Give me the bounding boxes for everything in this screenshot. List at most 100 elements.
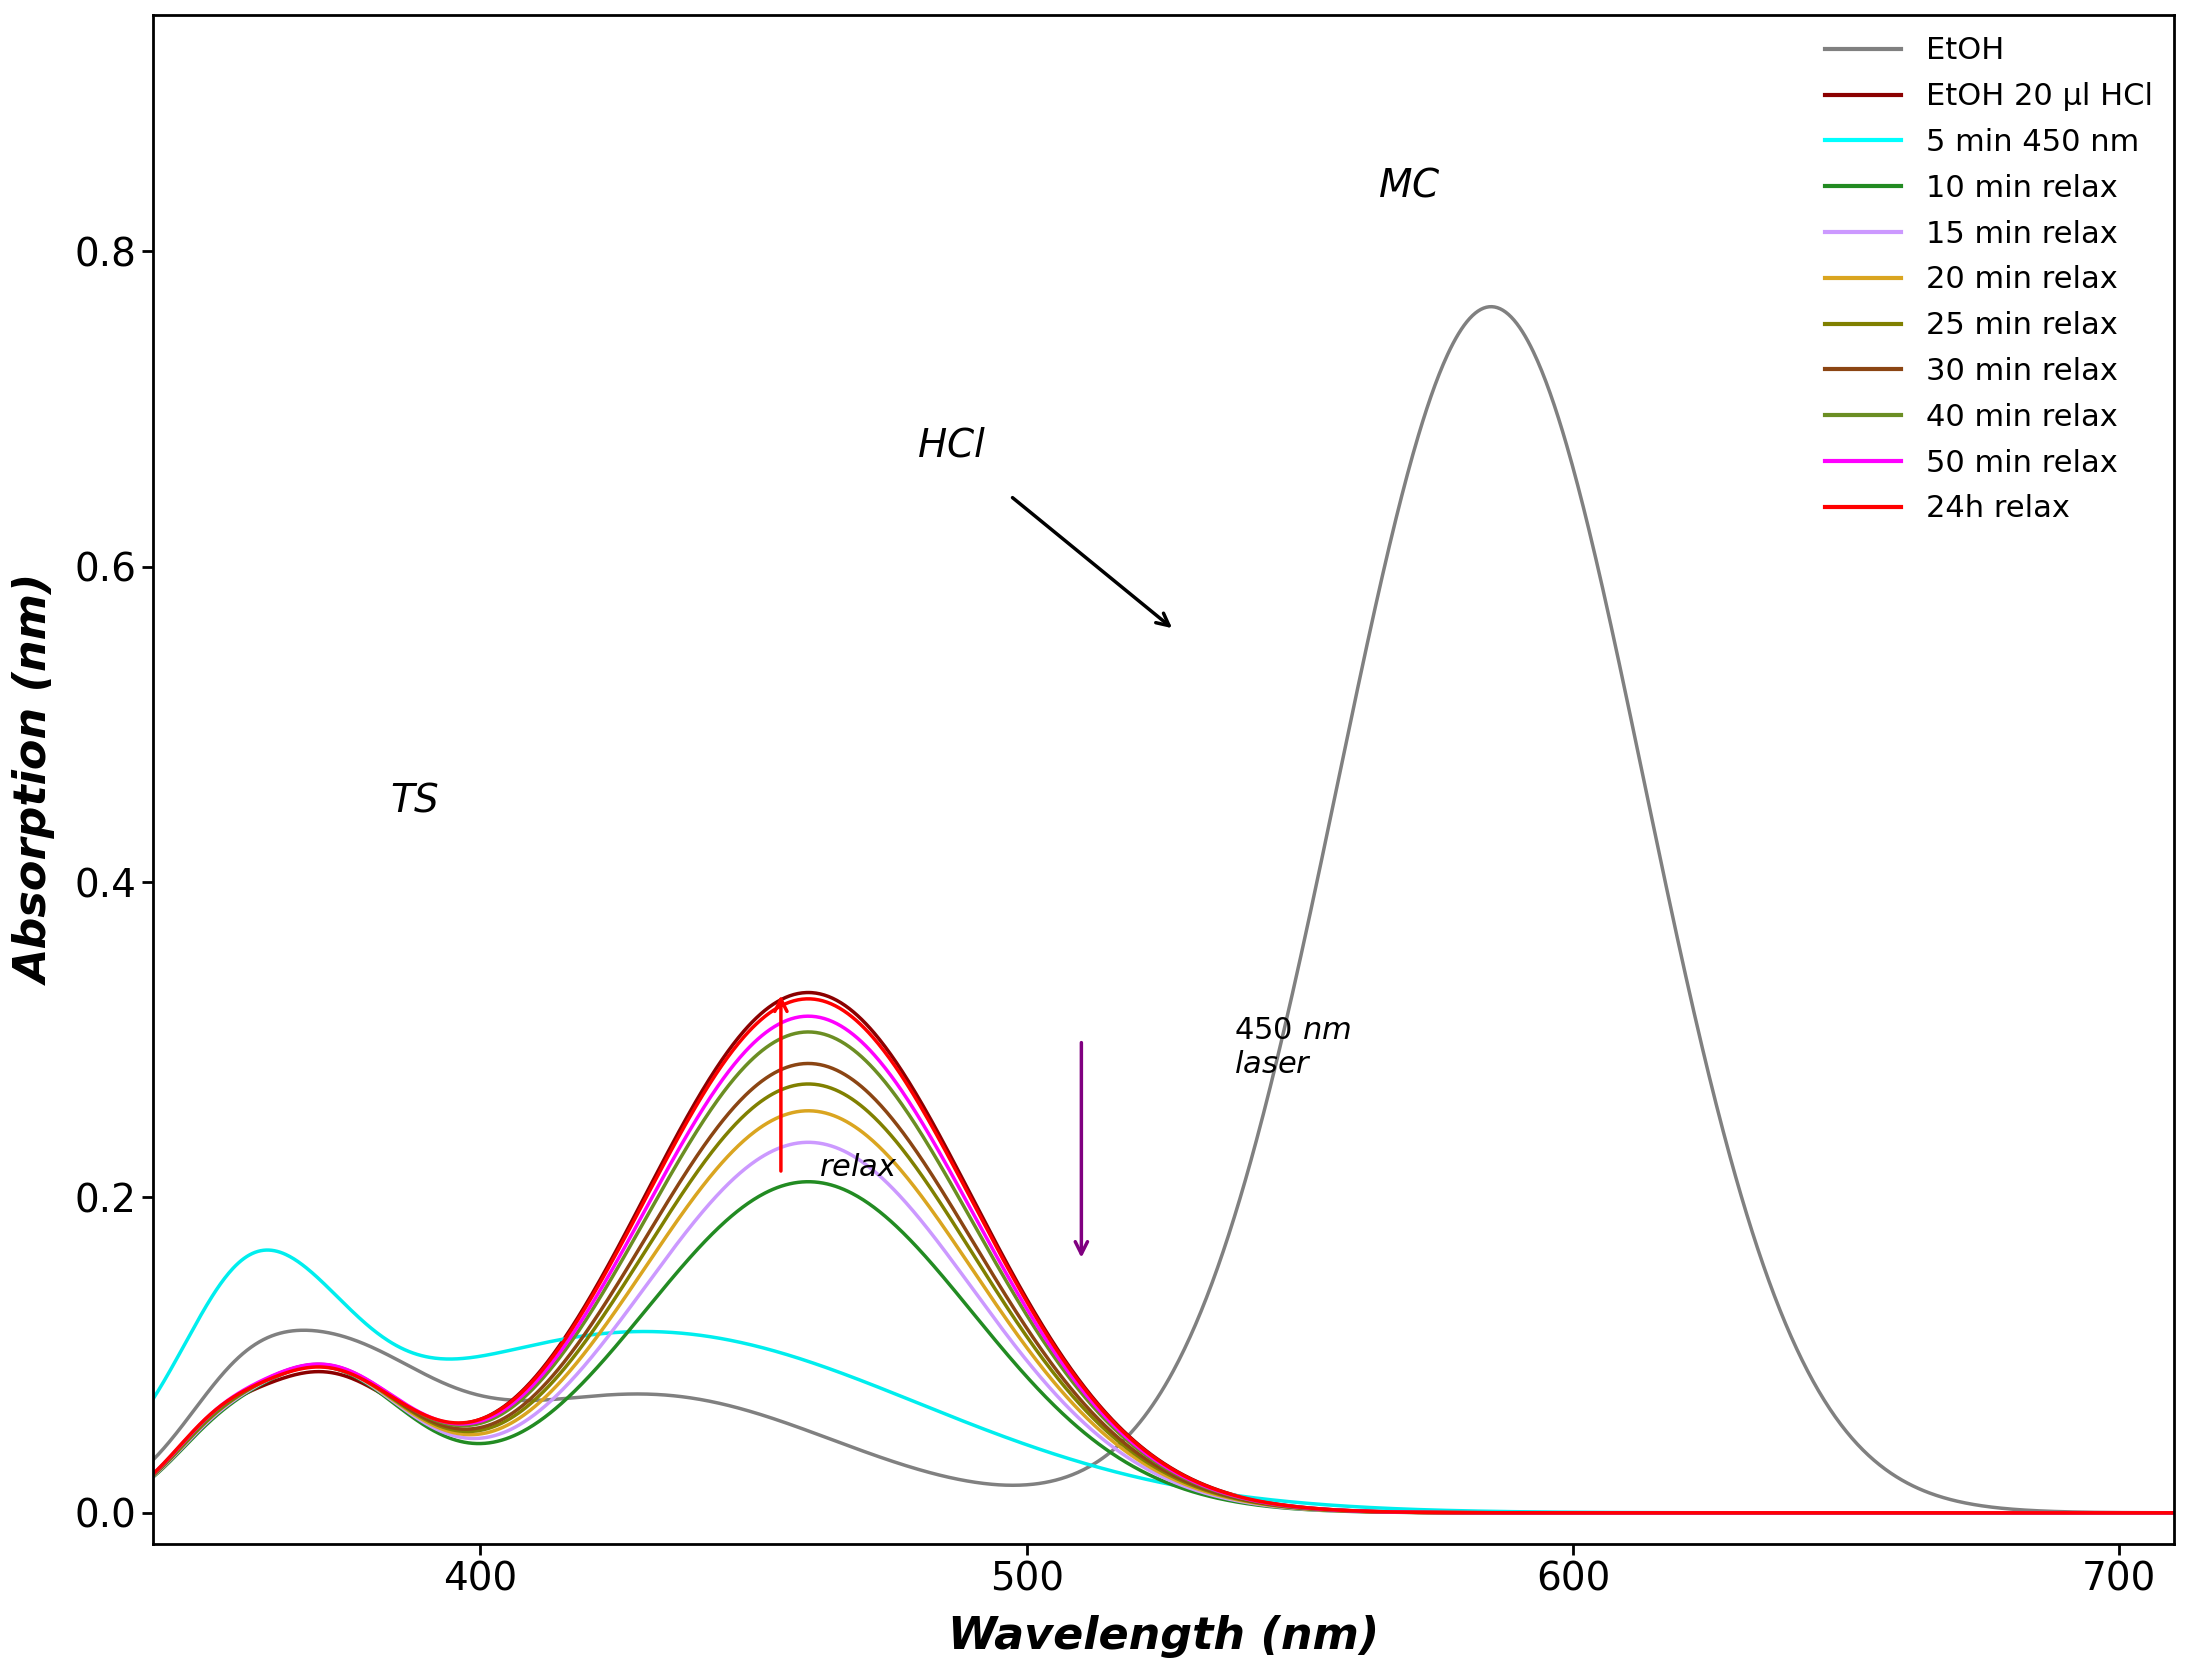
15 min relax <box>1022 1360 1049 1380</box>
5 min 450 nm <box>385 1337 412 1357</box>
Legend: EtOH, EtOH 20 μl HCl, 5 min 450 nm, 10 min relax, 15 min relax, 20 min relax, 25: EtOH, EtOH 20 μl HCl, 5 min 450 nm, 10 m… <box>1812 23 2165 535</box>
24h relax <box>300 1357 326 1377</box>
40 min relax <box>1322 1501 1348 1521</box>
25 min relax <box>300 1355 326 1375</box>
24h relax <box>140 1464 166 1484</box>
15 min relax <box>1064 1407 1090 1427</box>
EtOH 20 μl HCl <box>300 1362 326 1382</box>
5 min 450 nm <box>1022 1437 1049 1457</box>
Line: 5 min 450 nm: 5 min 450 nm <box>153 1250 2189 1512</box>
20 min relax <box>385 1394 412 1414</box>
50 min relax <box>1064 1374 1090 1394</box>
25 min relax <box>1022 1338 1049 1358</box>
10 min relax <box>140 1467 166 1487</box>
Line: 10 min relax: 10 min relax <box>153 1181 2189 1512</box>
40 min relax <box>1101 1419 1127 1439</box>
25 min relax <box>795 1074 821 1094</box>
EtOH <box>1320 791 1346 811</box>
Line: 25 min relax: 25 min relax <box>153 1084 2189 1512</box>
40 min relax <box>1022 1318 1049 1338</box>
Text: $\mathit{450\ nm}$
$\mathit{laser}$: $\mathit{450\ nm}$ $\mathit{laser}$ <box>1235 1016 1351 1079</box>
20 min relax <box>1064 1399 1090 1419</box>
20 min relax <box>1101 1434 1127 1454</box>
30 min relax <box>1101 1425 1127 1445</box>
24h relax <box>1101 1414 1127 1434</box>
10 min relax <box>385 1397 412 1417</box>
EtOH <box>1478 296 1504 316</box>
EtOH <box>300 1320 326 1340</box>
Line: EtOH: EtOH <box>153 306 2189 1512</box>
EtOH 20 μl HCl <box>385 1394 412 1414</box>
40 min relax <box>300 1355 326 1375</box>
15 min relax <box>1101 1439 1127 1459</box>
50 min relax <box>300 1353 326 1374</box>
20 min relax <box>140 1466 166 1486</box>
25 min relax <box>140 1466 166 1486</box>
10 min relax <box>1101 1445 1127 1466</box>
15 min relax <box>385 1395 412 1415</box>
24h relax <box>795 989 821 1009</box>
30 min relax <box>1322 1501 1348 1521</box>
50 min relax <box>795 1005 821 1026</box>
30 min relax <box>1022 1330 1049 1350</box>
EtOH <box>385 1350 412 1370</box>
20 min relax <box>1022 1348 1049 1369</box>
Line: EtOH 20 μl HCl: EtOH 20 μl HCl <box>153 992 2189 1512</box>
Line: 40 min relax: 40 min relax <box>153 1032 2189 1512</box>
40 min relax <box>795 1022 821 1042</box>
10 min relax <box>1322 1501 1348 1521</box>
30 min relax <box>795 1054 821 1074</box>
Text: $\mathit{TS}$: $\mathit{TS}$ <box>390 781 440 820</box>
40 min relax <box>385 1390 412 1410</box>
10 min relax <box>1022 1375 1049 1395</box>
25 min relax <box>1322 1501 1348 1521</box>
30 min relax <box>140 1466 166 1486</box>
10 min relax <box>300 1357 326 1377</box>
5 min 450 nm <box>1064 1450 1090 1471</box>
EtOH 20 μl HCl <box>1064 1369 1090 1389</box>
Line: 15 min relax: 15 min relax <box>153 1143 2189 1512</box>
40 min relax <box>1064 1379 1090 1399</box>
Text: $\mathit{HCl}$: $\mathit{HCl}$ <box>917 427 987 465</box>
15 min relax <box>1322 1501 1348 1521</box>
30 min relax <box>385 1392 412 1412</box>
15 min relax <box>140 1467 166 1487</box>
15 min relax <box>795 1133 821 1153</box>
Line: 20 min relax: 20 min relax <box>153 1111 2189 1512</box>
50 min relax <box>140 1464 166 1484</box>
50 min relax <box>1322 1501 1348 1521</box>
25 min relax <box>1064 1392 1090 1412</box>
10 min relax <box>1064 1417 1090 1437</box>
30 min relax <box>1064 1387 1090 1407</box>
20 min relax <box>300 1355 326 1375</box>
25 min relax <box>1101 1429 1127 1449</box>
30 min relax <box>300 1355 326 1375</box>
Line: 50 min relax: 50 min relax <box>153 1016 2189 1512</box>
10 min relax <box>795 1171 821 1191</box>
5 min 450 nm <box>302 1265 328 1285</box>
EtOH 20 μl HCl <box>1101 1412 1127 1432</box>
5 min 450 nm <box>1322 1496 1348 1516</box>
EtOH 20 μl HCl <box>795 982 821 1002</box>
5 min 450 nm <box>1101 1462 1127 1482</box>
Y-axis label: Absorption (nm): Absorption (nm) <box>15 574 57 985</box>
EtOH 20 μl HCl <box>140 1466 166 1486</box>
5 min 450 nm <box>254 1240 280 1260</box>
24h relax <box>385 1390 412 1410</box>
EtOH <box>1064 1462 1090 1482</box>
5 min 450 nm <box>140 1390 166 1410</box>
25 min relax <box>385 1392 412 1412</box>
50 min relax <box>385 1389 412 1409</box>
X-axis label: Wavelength (nm): Wavelength (nm) <box>948 1614 1379 1658</box>
EtOH 20 μl HCl <box>1322 1499 1348 1519</box>
Line: 24h relax: 24h relax <box>153 999 2189 1512</box>
50 min relax <box>1022 1312 1049 1332</box>
EtOH <box>1101 1439 1127 1459</box>
Line: 30 min relax: 30 min relax <box>153 1064 2189 1512</box>
24h relax <box>1064 1370 1090 1390</box>
Text: $\mathit{relax}$: $\mathit{relax}$ <box>819 1153 897 1181</box>
EtOH 20 μl HCl <box>1022 1303 1049 1323</box>
50 min relax <box>1101 1417 1127 1437</box>
24h relax <box>1322 1501 1348 1521</box>
24h relax <box>1022 1305 1049 1325</box>
